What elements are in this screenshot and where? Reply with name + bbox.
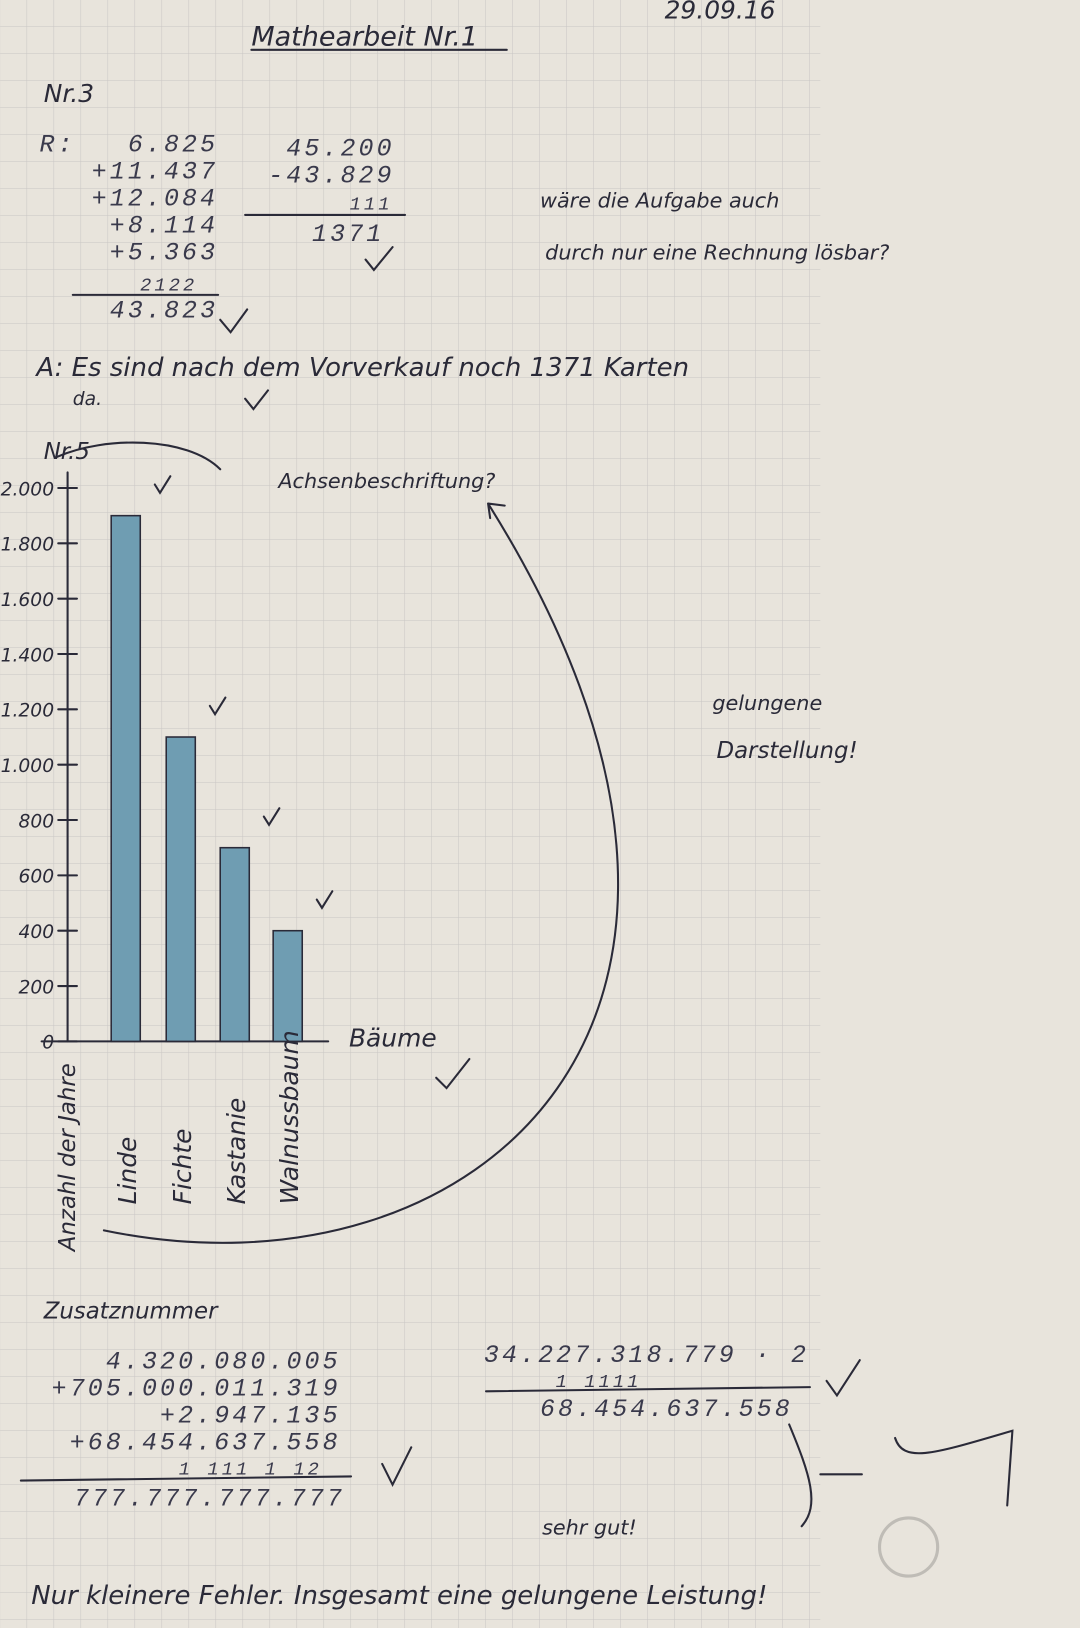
check (153, 475, 172, 495)
y-tick-label: 400 (18, 922, 54, 943)
check (262, 807, 281, 827)
sum-line-text: +5.363 (110, 240, 218, 268)
sum-result: 777.777.777.777 (74, 1485, 345, 1513)
y-tick-label: 1.600 (1, 590, 54, 611)
y-tick-label: 2.000 (1, 479, 54, 500)
carry: 1 111 1 12 (179, 1458, 322, 1480)
grade: sehr gut! (542, 1516, 637, 1540)
check (244, 389, 270, 411)
stamp (877, 1516, 940, 1578)
y-axis-label: Anzahl der Jahre (55, 1063, 81, 1253)
difference-line-text: 45.200 (286, 136, 394, 164)
sum-line-text: +8.114 (110, 213, 218, 241)
x-tick-label: Linde (113, 1137, 142, 1205)
check (208, 696, 227, 717)
check (219, 308, 249, 334)
x-tick-label: Fichte (168, 1129, 197, 1205)
title: Mathearbeit Nr.1 (251, 22, 478, 53)
y-tick-label: 1.800 (1, 535, 54, 556)
task-label: Nr.3 (44, 79, 94, 108)
difference-result: 1371 (312, 221, 384, 249)
y-tick-label: 600 (18, 867, 54, 888)
sum-line-text: 6.825 (128, 132, 218, 160)
difference-line-text: -43.829 (268, 163, 394, 191)
y-tick-label: 800 (18, 811, 54, 832)
sum-line-text: +68.454.637.558 (70, 1429, 341, 1457)
product: 34.227.318.779 · 2 (484, 1342, 809, 1370)
comment: Achsenbeschriftung? (276, 469, 495, 493)
carry: 111 (350, 194, 393, 216)
y-tick-label: 1.400 (1, 645, 54, 666)
bar (219, 846, 251, 1043)
y-tick-label: 1.200 (1, 701, 54, 722)
x-tick-label: Kastanie (222, 1098, 251, 1205)
difference-block: 45.200-43.829 111 1371 (268, 136, 394, 249)
comment: wäre die Aufgabe auch (540, 189, 779, 213)
carry: 1 1111 (556, 1371, 642, 1393)
y-tick-label: 1.000 (1, 756, 54, 777)
x-tick-label: Walnussbaum (275, 1030, 304, 1204)
bar (272, 929, 304, 1043)
carry: 2122 (140, 275, 197, 297)
comment: gelungene (712, 691, 822, 715)
sum-line-text: +2.947.135 (160, 1402, 341, 1430)
arrow (102, 502, 620, 1244)
sum-line-text: +705.000.011.319 (52, 1375, 341, 1403)
signature (788, 1423, 1014, 1528)
bar (110, 514, 142, 1043)
comment: durch nur eine Rechnung lösbar? (545, 241, 889, 265)
bar (165, 736, 197, 1043)
extra-sum: 4.320.080.005+705.000.011.319+2.947.135+… (52, 1348, 345, 1513)
sum-result: 43.823 (110, 298, 218, 326)
product-line (484, 1386, 811, 1393)
sum-line (19, 1475, 353, 1482)
bar-chart: Bäume Anzahl der Jahre 0 200 400 600 800 1.00… (1, 471, 471, 1253)
extra-title: Zusatznummer (43, 1299, 219, 1325)
answer: A: Es sind nach dem Vorverkauf noch 1371… (34, 353, 689, 383)
date: 29.09.16 (665, 0, 776, 25)
sum-line-text: +11.437 (92, 159, 218, 187)
prefix: R: (40, 132, 76, 160)
y-tick-label: 200 (18, 977, 54, 998)
check (435, 1057, 471, 1090)
y-tick-label: 0 (42, 1033, 54, 1054)
comment: Darstellung! (717, 738, 858, 764)
task-label: Nr.5 (44, 439, 90, 465)
check (381, 1446, 413, 1488)
arrow (56, 441, 222, 471)
remark: Nur kleinere Fehler. Insgesamt eine gelu… (31, 1581, 767, 1611)
sum-block: 6.825+11.437+12.084+8.114+5.363 212243.82… (92, 132, 218, 326)
product-result: 68.454.637.558 (540, 1396, 793, 1424)
check (825, 1359, 861, 1398)
sum-line-text: 4.320.080.005 (106, 1348, 341, 1376)
sum-line-text: +12.084 (92, 186, 218, 214)
check (315, 890, 334, 910)
check (364, 246, 394, 272)
answer: da. (73, 389, 102, 410)
x-axis-label: Bäume (349, 1024, 437, 1053)
